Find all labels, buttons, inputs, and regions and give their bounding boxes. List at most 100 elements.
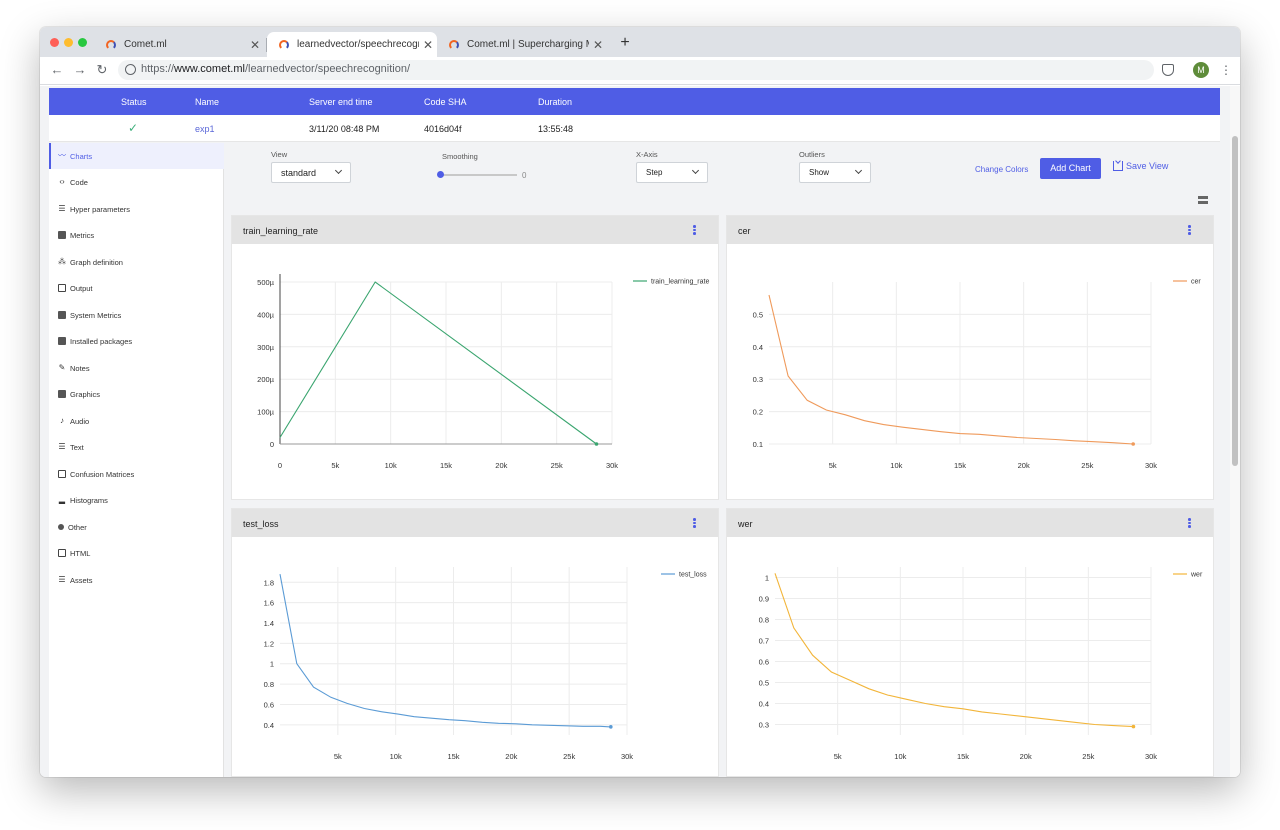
x-tick-label: 25k xyxy=(1082,752,1094,761)
new-tab-icon[interactable]: + xyxy=(620,34,630,51)
chart-title: cer xyxy=(738,226,751,236)
x-tick-label: 20k xyxy=(1020,752,1032,761)
sidebar-item-label: Code xyxy=(70,177,88,187)
sidebar-item-label: Hyper parameters xyxy=(70,204,131,214)
sidebar-item-assets[interactable]: ☰ Assets xyxy=(49,567,224,593)
chart-menu-icon[interactable] xyxy=(1188,518,1191,528)
chart-menu-icon[interactable] xyxy=(1188,225,1191,235)
browser-menu-icon[interactable]: ⋮ xyxy=(1220,63,1232,77)
x-tick-label: 25k xyxy=(1081,461,1093,470)
list-icon: ☰ xyxy=(58,204,66,213)
minimize-window-button[interactable] xyxy=(64,38,73,47)
smoothing-slider-track[interactable] xyxy=(442,174,517,176)
series-end-point xyxy=(1131,442,1135,446)
sidebar-item-notes[interactable]: ✎ Notes xyxy=(49,355,224,381)
maximize-window-button[interactable] xyxy=(78,38,87,47)
y-tick-label: 1 xyxy=(765,574,769,583)
close-tab-icon[interactable]: ✕ xyxy=(249,37,261,52)
sidebar-item-charts[interactable]: 〰 Charts xyxy=(49,143,224,169)
comet-favicon-icon xyxy=(106,39,116,50)
profile-avatar[interactable]: M xyxy=(1193,62,1209,78)
wer-chart: 5k 10k 15k 20k 25k 30k 0.3 0.4 0.5 0.6 0.7 0.8 0.9 1 w… xyxy=(759,567,1203,761)
sidebar-item-metrics[interactable]: Metrics xyxy=(49,222,224,248)
chevron-down-icon xyxy=(691,166,700,175)
x-tick-label: 20k xyxy=(1018,461,1030,470)
series-end-point xyxy=(1131,724,1136,729)
x-tick-label: 5k xyxy=(834,752,842,761)
reload-icon[interactable]: ↻ xyxy=(96,62,108,77)
y-tick-label: 1 xyxy=(270,660,274,669)
outliers-value: Show xyxy=(809,168,830,177)
outliers-select[interactable]: Show xyxy=(799,162,871,183)
view-select[interactable]: standard xyxy=(271,162,351,183)
sidebar-item-system-metrics[interactable]: System Metrics xyxy=(49,302,224,328)
sidebar-item-html[interactable]: HTML xyxy=(49,540,224,566)
header-server-end-time: Server end time xyxy=(309,97,373,107)
sidebar-item-histograms[interactable]: ▂ Histograms xyxy=(49,487,224,513)
close-tab-icon[interactable]: ✕ xyxy=(422,37,434,52)
sidebar-item-hyper-parameters[interactable]: ☰ Hyper parameters xyxy=(49,196,224,222)
y-tick-label: 0.6 xyxy=(264,700,274,709)
sidebar-item-label: System Metrics xyxy=(70,310,122,320)
forward-arrow-icon[interactable]: → xyxy=(73,62,87,77)
sidebar-item-installed-packages[interactable]: Installed packages xyxy=(49,328,224,354)
series-line-wer xyxy=(774,573,1134,728)
y-tick-label: 0.4 xyxy=(753,343,763,352)
header-code-sha: Code SHA xyxy=(424,97,467,107)
x-tick-label: 5k xyxy=(334,752,342,761)
page-scrollbar[interactable] xyxy=(1230,86,1240,777)
code-sha: 4016d04f xyxy=(424,124,462,134)
download-icon xyxy=(1113,161,1123,171)
sidebar-item-code[interactable]: ‹› Code xyxy=(49,169,224,195)
smoothing-slider-handle[interactable] xyxy=(437,171,444,178)
series-line-train_learning_rate xyxy=(279,281,597,445)
pocket-icon[interactable] xyxy=(1162,64,1174,76)
chart-toolbar: View standard Smoothing 0 X-Axis Step Ou… xyxy=(226,143,1220,187)
x-tick-label: 15k xyxy=(954,461,966,470)
sidebar-item-confusion-matrices[interactable]: Confusion Matrices xyxy=(49,461,224,487)
sidebar-item-audio[interactable]: ♪ Audio xyxy=(49,408,224,434)
browser-tab-1[interactable]: Comet.ml ✕ xyxy=(94,32,264,57)
back-arrow-icon[interactable]: ← xyxy=(50,62,64,77)
add-chart-button[interactable]: Add Chart xyxy=(1040,158,1101,179)
save-view-button[interactable]: Save View xyxy=(1113,161,1168,171)
sidebar-item-output[interactable]: Output xyxy=(49,275,224,301)
chart-menu-icon[interactable] xyxy=(693,518,696,528)
close-window-button[interactable] xyxy=(50,38,59,47)
layout-toggle-icon[interactable] xyxy=(1198,196,1208,204)
page-scrollbar-thumb[interactable] xyxy=(1232,136,1238,466)
code-icon: ‹› xyxy=(59,177,65,186)
sidebar-item-label: Histograms xyxy=(70,495,108,505)
change-colors-link[interactable]: Change Colors xyxy=(975,165,1029,174)
url-field[interactable]: https://www.comet.ml/learnedvector/speec… xyxy=(118,60,1154,80)
outliers-label: Outliers xyxy=(799,150,825,159)
tab-title: learnedvector/speechrecognition xyxy=(297,39,419,50)
address-bar: ← → ↻ https://www.comet.ml/learnedvector… xyxy=(40,57,1240,85)
chart-menu-icon[interactable] xyxy=(693,225,696,235)
tab-divider xyxy=(266,38,267,52)
view-value: standard xyxy=(281,167,317,178)
browser-tab-2[interactable]: learnedvector/speechrecognition ✕ xyxy=(267,32,437,57)
tab-title: Comet.ml | Supercharging Machine Learnin… xyxy=(467,39,589,50)
browser-tab-3[interactable]: Comet.ml | Supercharging Machine Learnin… xyxy=(437,32,607,57)
sidebar-item-label: Graphics xyxy=(70,389,101,399)
experiment-row[interactable]: ✓ exp1 3/11/20 08:48 PM 4016d04f 13:55:4… xyxy=(49,115,1220,142)
x-axis-label: X-Axis xyxy=(636,150,658,159)
sidebar-item-graphics[interactable]: Graphics xyxy=(49,381,224,407)
site-info-icon[interactable] xyxy=(125,64,136,75)
sidebar-item-other[interactable]: Other xyxy=(49,514,224,540)
x-axis-select[interactable]: Step xyxy=(636,162,708,183)
y-tick-label: 200µ xyxy=(257,375,275,384)
y-tick-label: 400µ xyxy=(257,310,275,319)
sidebar-item-text[interactable]: ☰ Text xyxy=(49,434,224,460)
server-end-time: 3/11/20 08:48 PM xyxy=(309,124,380,134)
close-tab-icon[interactable]: ✕ xyxy=(592,37,604,52)
x-tick-label: 5k xyxy=(829,461,837,470)
header-name: Name xyxy=(195,97,220,107)
experiment-name-link[interactable]: exp1 xyxy=(195,124,215,134)
sidebar-item-label: Graph definition xyxy=(70,257,123,267)
series-end-point xyxy=(594,442,599,446)
x-tick-label: 30k xyxy=(621,752,633,761)
sidebar-item-graph-definition[interactable]: ⁂ Graph definition xyxy=(49,249,224,275)
view-label: View xyxy=(271,150,288,159)
